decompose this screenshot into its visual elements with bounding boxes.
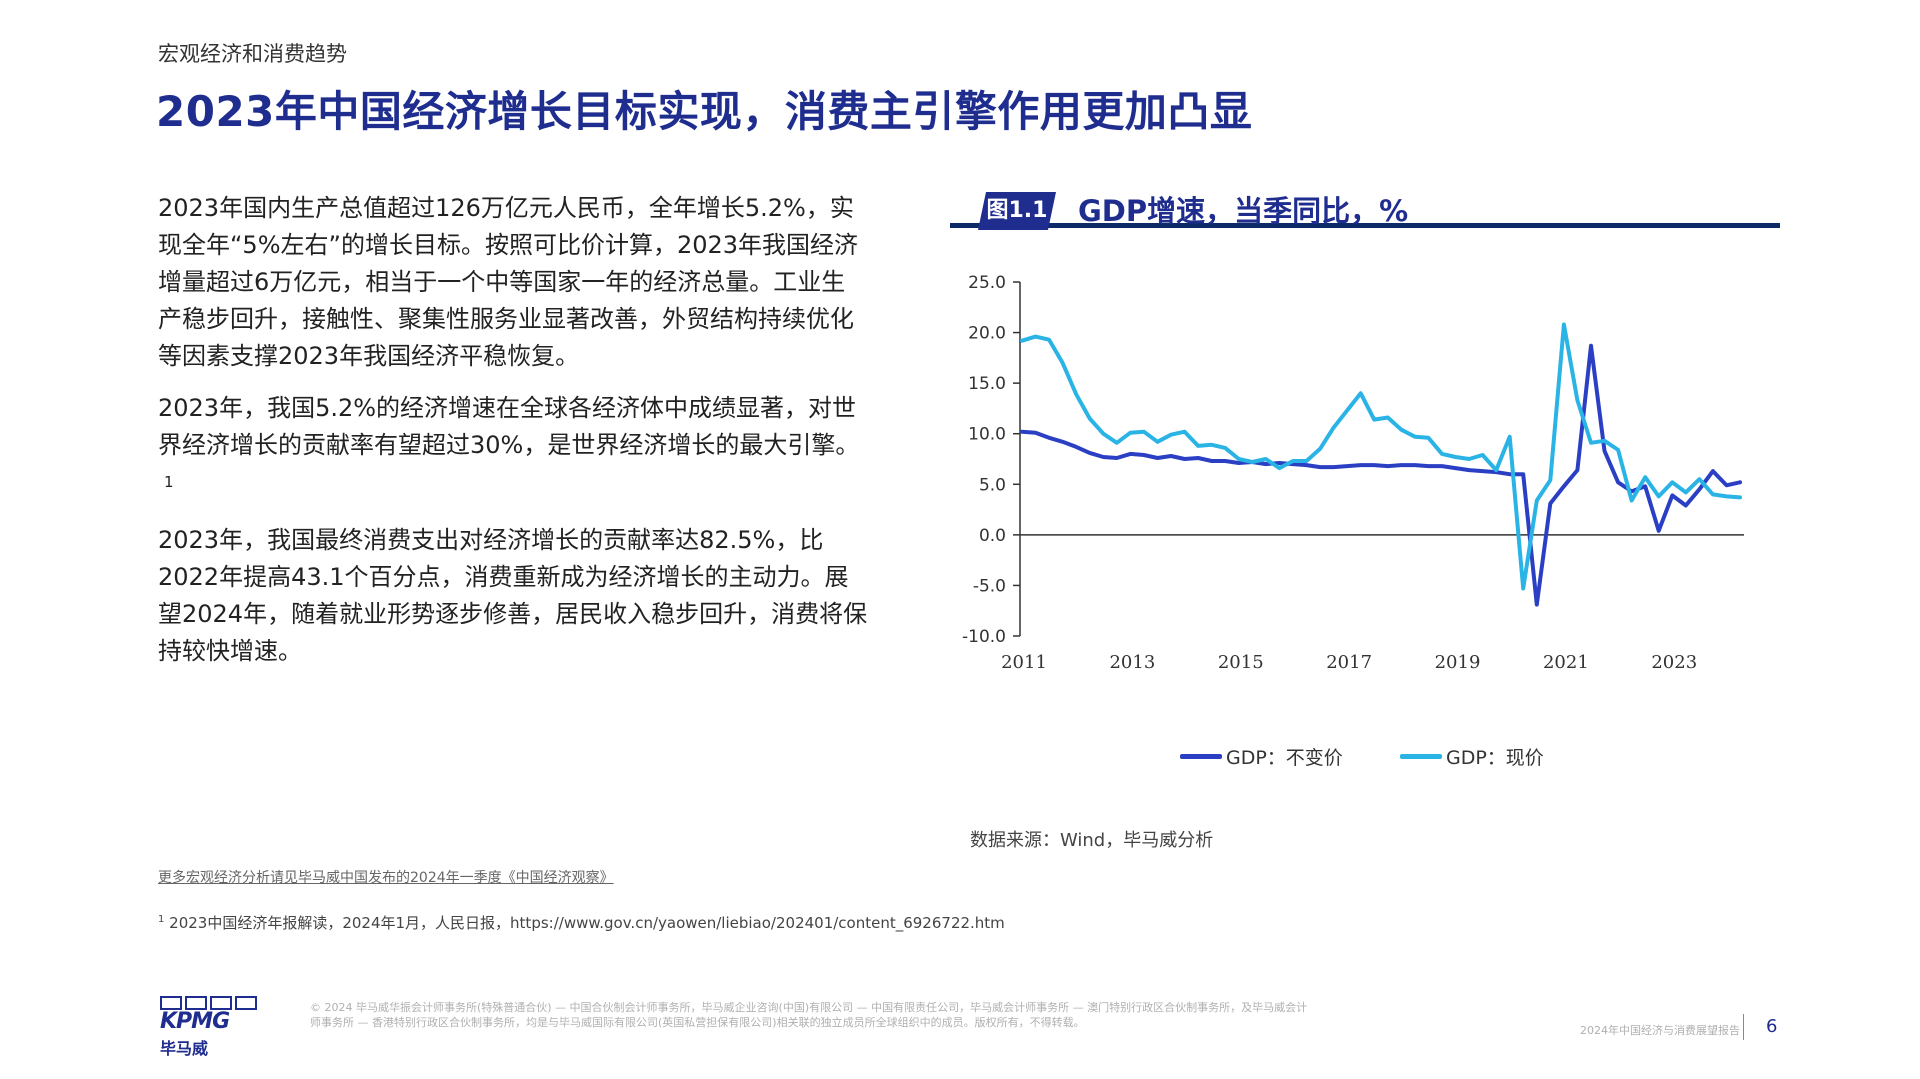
series-line-constant [1020, 343, 1742, 607]
y-tick-label: 15.0 [968, 374, 1006, 394]
kpmg-wordmark: KPMG [160, 1009, 230, 1034]
y-tick-label: 10.0 [968, 425, 1006, 445]
y-tick-label: 25.0 [968, 273, 1006, 293]
legend-swatch-constant [1180, 754, 1222, 759]
x-tick-label: 2015 [1218, 652, 1264, 673]
y-tick-label: -10.0 [962, 627, 1006, 647]
body-text: 2023年国内生产总值超过126万亿元人民币，全年增长5.2%，实现全年“5%左… [158, 190, 868, 685]
kpmg-logo-boxes [160, 996, 260, 1010]
page-separator [1743, 1014, 1744, 1040]
figure-title: GDP增速，当季同比，% [1078, 194, 1409, 228]
figure-header: 图1.1 GDP增速，当季同比，% [950, 188, 1780, 228]
paragraph-2-text: 2023年，我国5.2%的经济增速在全球各经济体中成绩显著，对世界经济增长的贡献… [158, 394, 860, 459]
y-tick-label: -5.0 [973, 576, 1006, 596]
chart-source: 数据来源：Wind，毕马威分析 [970, 830, 1214, 851]
gdp-line-chart: 25.0 20.0 15.0 10.0 5.0 0.0 -5.0 -10.0 2011 2013 2… [962, 273, 1744, 673]
x-tick-label: 2017 [1326, 652, 1372, 673]
footnote-text: 2023中国经济年报解读，2024年1月，人民日报，https://www.go… [169, 914, 1005, 932]
legend-label-current: GDP：现价 [1446, 747, 1544, 769]
footnote-number: 1 [158, 914, 165, 925]
more-analysis-link[interactable]: 更多宏观经济分析请见毕马威中国发布的2024年一季度《中国经济观察》 [158, 870, 614, 886]
footnote-marker: 1 [164, 473, 174, 491]
paragraph-1: 2023年国内生产总值超过126万亿元人民币，全年增长5.2%，实现全年“5%左… [158, 194, 859, 370]
section-label: 宏观经济和消费趋势 [158, 42, 347, 66]
legal-notice: © 2024 毕马威华振会计师事务所(特殊普通合伙) — 中国合伙制会计师事务所… [310, 1001, 1308, 1029]
x-tick-label: 2023 [1651, 652, 1697, 673]
figure-header-rule [950, 223, 1780, 228]
x-tick-label: 2019 [1435, 652, 1481, 673]
x-tick-label: 2013 [1109, 652, 1155, 673]
paragraph-2: 2023年，我国5.2%的经济增速在全球各经济体中成绩显著，对世界经济增长的贡献… [158, 390, 868, 507]
x-tick-label: 2011 [1001, 652, 1047, 673]
page-title: 2023年中国经济增长目标实现，消费主引擎作用更加凸显 [156, 87, 1253, 136]
kpmg-logo: KPMG 毕马威 [160, 996, 260, 1059]
y-tick-label: 0.0 [979, 526, 1006, 546]
legend-item-current: GDP：现价 [1400, 743, 1544, 770]
legend-label-constant: GDP：不变价 [1226, 747, 1343, 769]
series-line-current [1020, 322, 1742, 591]
legend-swatch-current [1400, 754, 1442, 759]
footnote: 1 2023中国经济年报解读，2024年1月，人民日报，https://www.… [158, 912, 1005, 933]
y-tick-label: 5.0 [979, 475, 1006, 495]
kpmg-cn-name: 毕马威 [160, 1039, 209, 1058]
report-name: 2024年中国经济与消费展望报告 [1580, 1024, 1740, 1037]
legend-item-constant: GDP：不变价 [1180, 743, 1343, 770]
paragraph-3: 2023年，我国最终消费支出对经济增长的贡献率达82.5%，比2022年提高43… [158, 526, 868, 665]
page-number: 6 [1766, 1016, 1778, 1037]
x-tick-label: 2021 [1543, 652, 1589, 673]
y-tick-label: 20.0 [968, 324, 1006, 344]
figure-tag: 图1.1 [978, 192, 1056, 230]
